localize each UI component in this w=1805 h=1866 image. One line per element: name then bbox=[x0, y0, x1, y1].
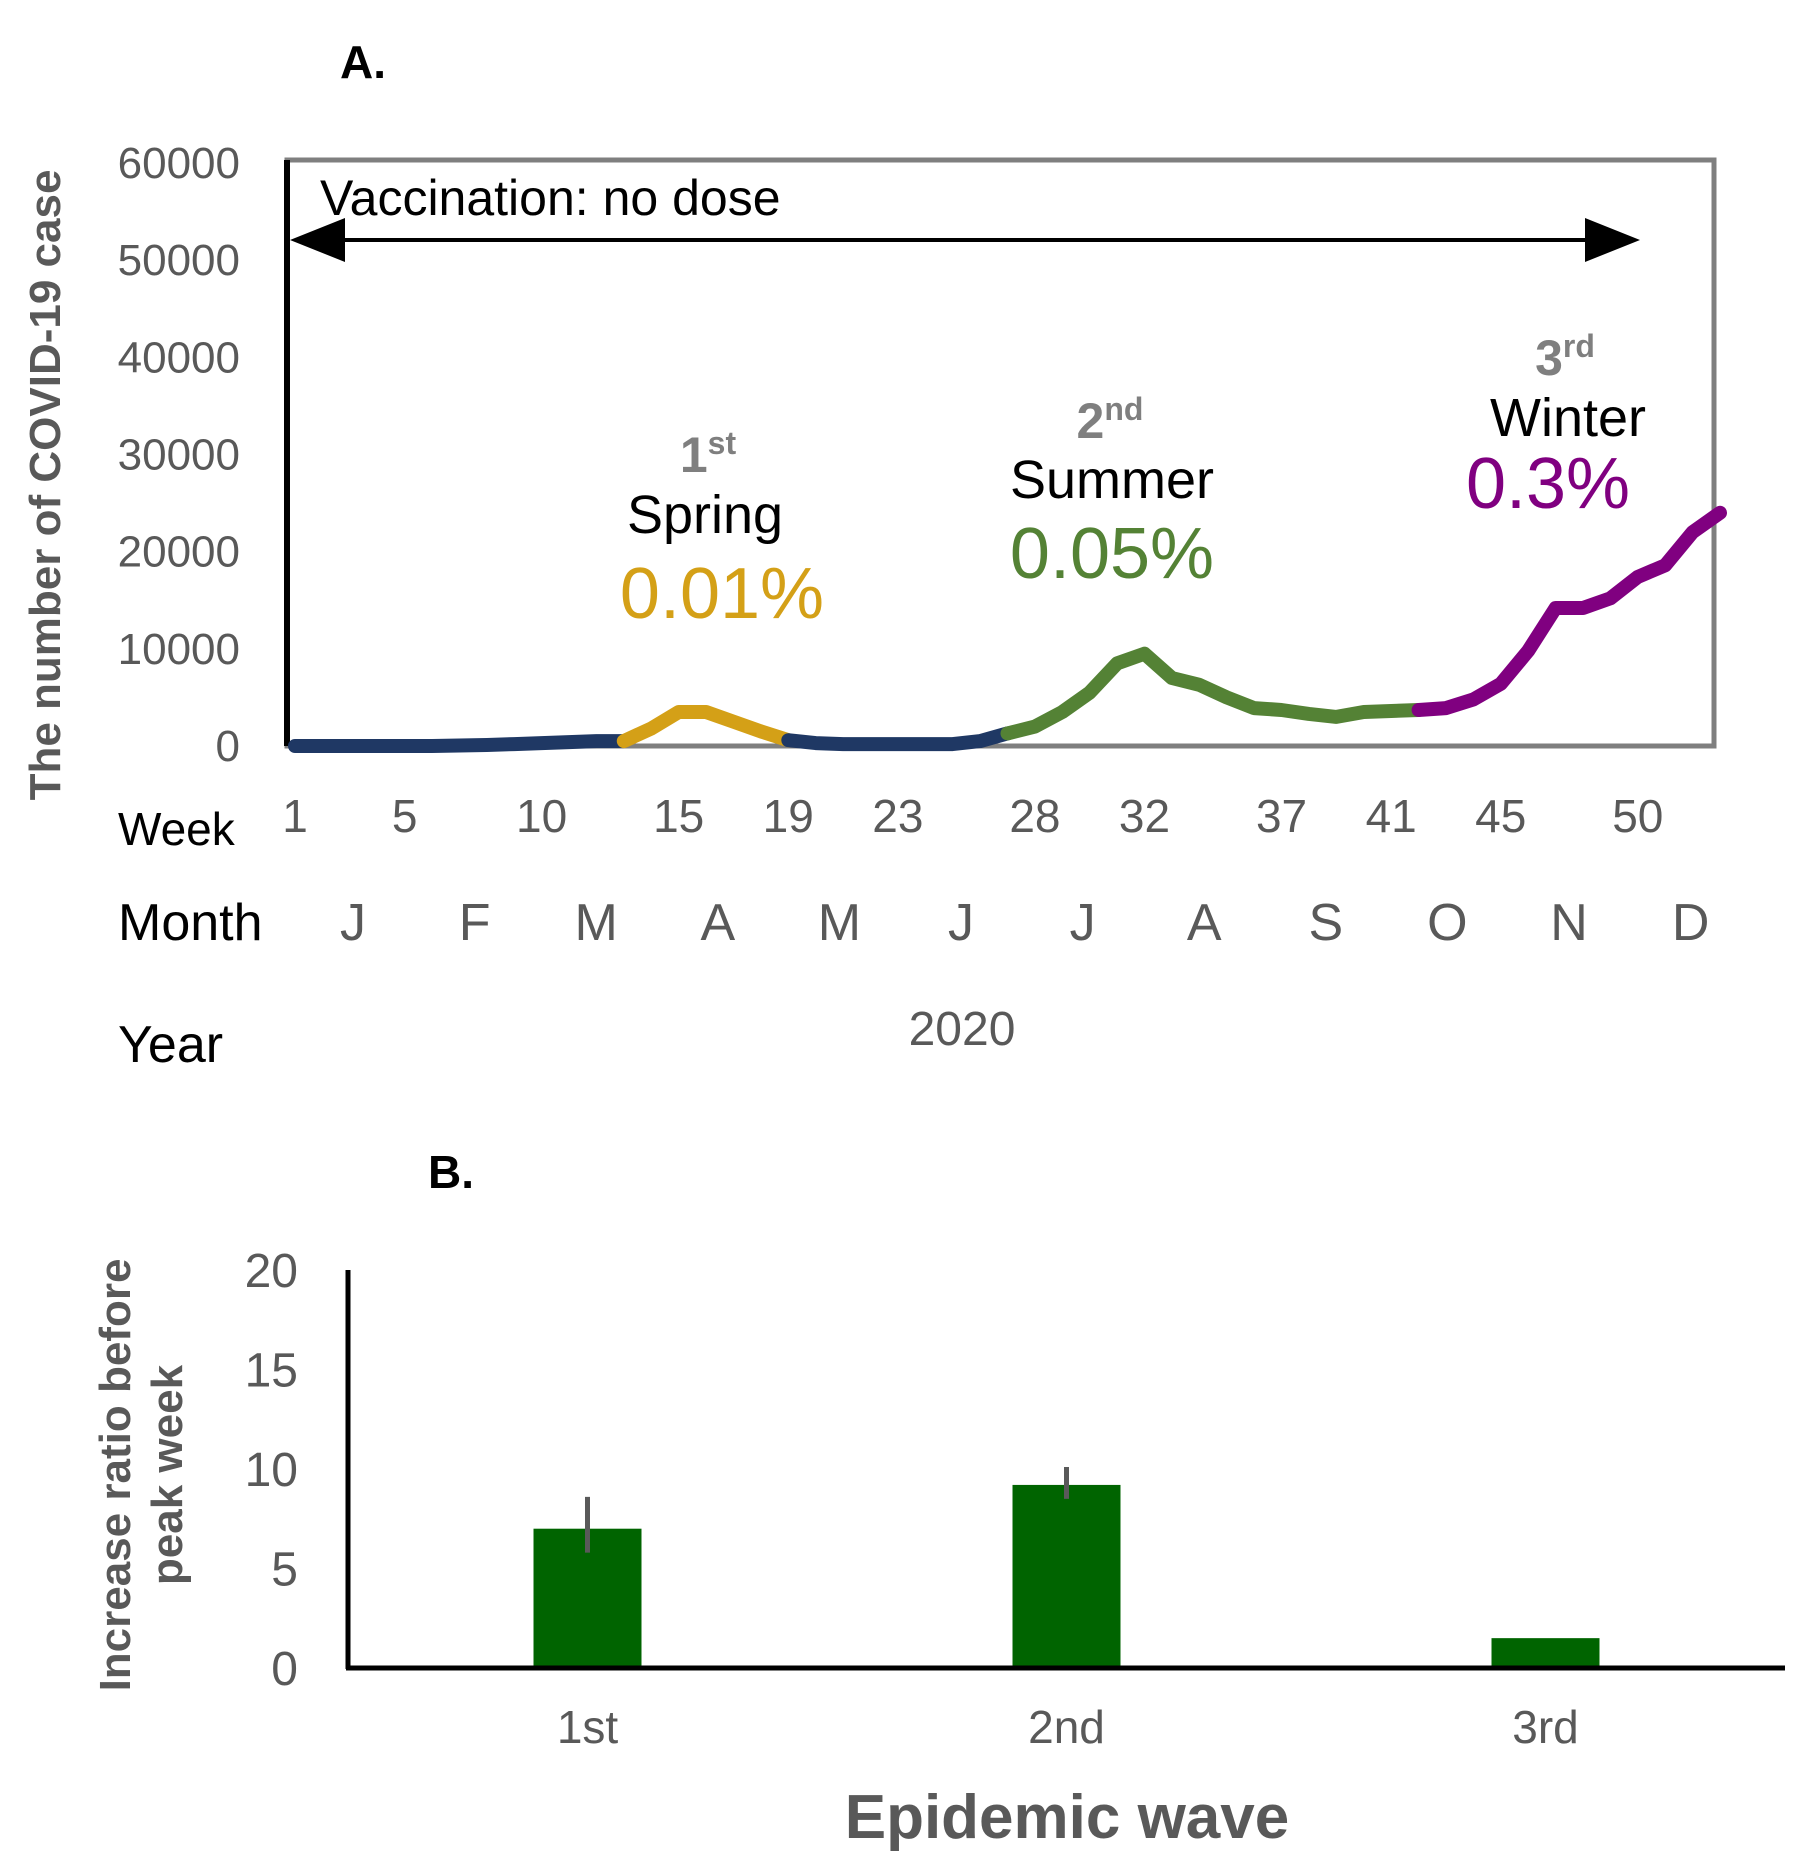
b-y-axis-title-line2: peak week bbox=[143, 1364, 192, 1585]
week-tick-label: 32 bbox=[1119, 790, 1170, 842]
y-tick-labels: 60000 50000 40000 30000 20000 10000 0 bbox=[118, 139, 240, 771]
series-line-1 bbox=[288, 734, 631, 753]
b-category-labels: 1st 2nd 3rd bbox=[557, 1701, 1579, 1753]
week-row-label: Week bbox=[118, 803, 236, 855]
b-x-axis-title: Epidemic wave bbox=[845, 1783, 1290, 1852]
y-tick-label: 60000 bbox=[118, 139, 240, 188]
series-line-5 bbox=[1411, 505, 1727, 717]
series-line-2 bbox=[616, 705, 796, 749]
wave-3-suffix: rd bbox=[1563, 328, 1595, 364]
month-label: S bbox=[1308, 894, 1343, 952]
month-label: M bbox=[818, 894, 861, 952]
y-tick-label: 10000 bbox=[118, 625, 240, 674]
month-label: A bbox=[1187, 894, 1222, 952]
wave-1-season: Spring bbox=[627, 485, 783, 545]
line-series bbox=[288, 505, 1727, 753]
week-tick-labels: 1 5 10 15 19 23 28 32 37 41 45 50 bbox=[282, 790, 1663, 842]
wave-annotation-2: 2nd Summer 0.05% bbox=[1010, 391, 1214, 594]
y-tick-label: 20000 bbox=[118, 528, 240, 577]
wave-1-suffix: st bbox=[708, 425, 737, 461]
panel-b: B. 20 15 10 5 0 1st 2nd 3rd Increase ratio bef… bbox=[91, 1146, 1785, 1852]
year-row-label: Year bbox=[118, 1016, 223, 1074]
wave-2-percent: 0.05% bbox=[1010, 514, 1214, 594]
arrow-head-right bbox=[1585, 218, 1640, 262]
week-tick-label: 50 bbox=[1612, 790, 1663, 842]
month-label: D bbox=[1672, 894, 1710, 952]
wave-2-ordinal: 2 bbox=[1077, 393, 1105, 449]
month-label: J bbox=[340, 894, 366, 952]
bar-3rd bbox=[1491, 1638, 1600, 1668]
svg-text:3rd: 3rd bbox=[1535, 328, 1595, 386]
month-row-label: Month bbox=[118, 894, 263, 952]
b-y-tick-label: 5 bbox=[271, 1544, 298, 1597]
wave-2-suffix: nd bbox=[1104, 391, 1143, 427]
panel-b-label: B. bbox=[428, 1146, 474, 1198]
wave-3-percent: 0.3% bbox=[1466, 444, 1630, 524]
bar-2nd bbox=[1012, 1484, 1121, 1668]
y-tick-label: 0 bbox=[216, 722, 240, 771]
wave-annotation-1: 1st Spring 0.01% bbox=[620, 425, 824, 634]
month-label: F bbox=[459, 894, 491, 952]
week-tick-label: 10 bbox=[516, 790, 567, 842]
week-tick-label: 23 bbox=[872, 790, 923, 842]
b-y-tick-label: 10 bbox=[245, 1444, 298, 1497]
week-tick-label: 28 bbox=[1009, 790, 1060, 842]
year-value: 2020 bbox=[909, 1003, 1016, 1056]
week-tick-label: 37 bbox=[1256, 790, 1307, 842]
week-tick-label: 19 bbox=[763, 790, 814, 842]
wave-annotation-3: 3rd Winter 0.3% bbox=[1466, 328, 1646, 524]
svg-text:1st: 1st bbox=[680, 425, 737, 483]
y-tick-label: 50000 bbox=[118, 236, 240, 285]
vaccination-label: Vaccination: no dose bbox=[320, 170, 781, 226]
week-tick-label: 5 bbox=[392, 790, 418, 842]
month-label: J bbox=[1070, 894, 1096, 952]
svg-text:2nd: 2nd bbox=[1077, 391, 1144, 449]
y-axis-title: The number of COVID-19 case bbox=[21, 170, 70, 801]
b-y-tick-labels: 20 15 10 5 0 bbox=[245, 1245, 298, 1696]
y-tick-label: 40000 bbox=[118, 333, 240, 382]
wave-1-percent: 0.01% bbox=[620, 554, 824, 634]
panel-a: A. 60000 50000 40000 30000 20000 10000 0 The n… bbox=[21, 36, 1727, 1074]
series-line-4 bbox=[1000, 646, 1426, 741]
b-category-label: 3rd bbox=[1512, 1701, 1578, 1753]
b-y-tick-label: 15 bbox=[245, 1345, 298, 1398]
b-category-label: 1st bbox=[557, 1701, 619, 1753]
wave-1-ordinal: 1 bbox=[680, 427, 708, 483]
week-tick-label: 41 bbox=[1366, 790, 1417, 842]
week-tick-label: 1 bbox=[282, 790, 308, 842]
week-tick-label: 15 bbox=[653, 790, 704, 842]
wave-2-season: Summer bbox=[1010, 450, 1214, 510]
week-tick-label: 45 bbox=[1475, 790, 1526, 842]
panel-a-label: A. bbox=[340, 36, 386, 88]
series-line-3 bbox=[781, 726, 1015, 752]
b-category-label: 2nd bbox=[1028, 1701, 1105, 1753]
b-y-axis-title-line1: Increase ratio before bbox=[91, 1259, 140, 1692]
b-y-tick-label: 20 bbox=[245, 1245, 298, 1298]
month-label: M bbox=[575, 894, 618, 952]
b-y-tick-label: 0 bbox=[271, 1643, 298, 1696]
bars bbox=[533, 1467, 1600, 1668]
month-label: A bbox=[700, 894, 735, 952]
month-label: O bbox=[1427, 894, 1467, 952]
month-label: N bbox=[1550, 894, 1588, 952]
y-tick-label: 30000 bbox=[118, 431, 240, 480]
wave-3-season: Winter bbox=[1490, 388, 1646, 448]
month-label: J bbox=[948, 894, 974, 952]
wave-3-ordinal: 3 bbox=[1535, 330, 1563, 386]
arrow-head-left bbox=[290, 218, 345, 262]
vaccination-arrow: Vaccination: no dose bbox=[290, 170, 1640, 262]
